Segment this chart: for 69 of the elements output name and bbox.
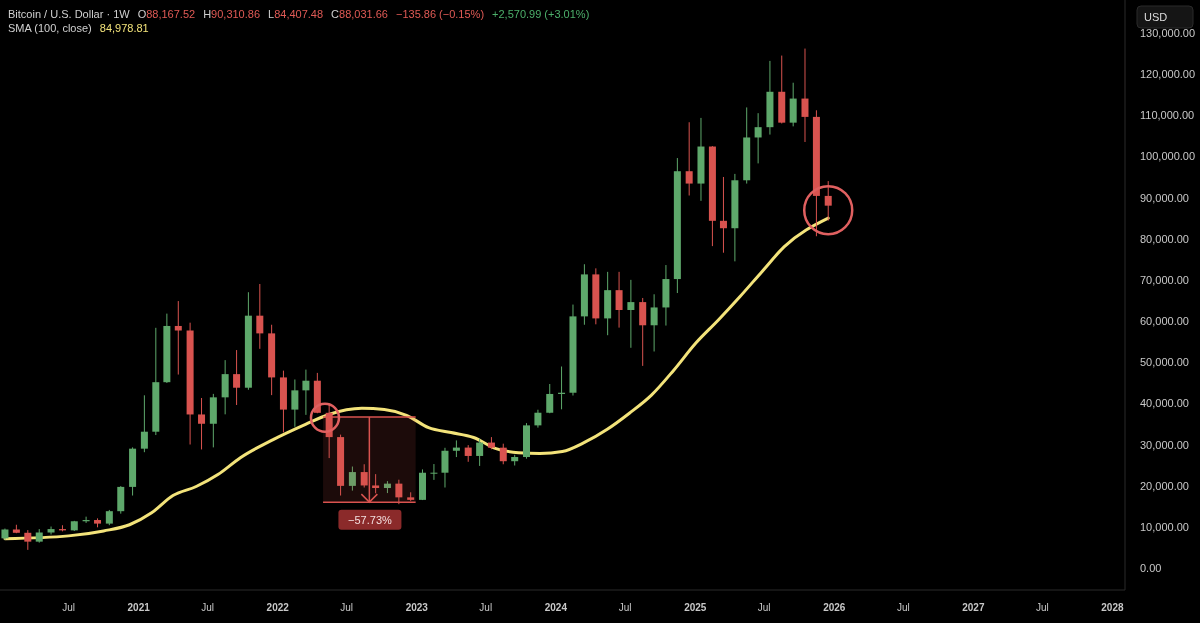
y-tick-label: 10,000.00: [1140, 520, 1189, 533]
annotation: −135.86 (−0.15%): [395, 8, 485, 20]
x-tick-label: 2022: [266, 602, 290, 613]
x-tick-label: 2028: [1101, 602, 1124, 613]
candlestick: [372, 473, 380, 494]
x-tick-label: 2025: [684, 602, 707, 613]
annotation: H90,310.86: [203, 8, 261, 20]
x-tick-label: Jul: [896, 602, 910, 613]
x-tick-label: Jul: [479, 602, 493, 613]
candlestick: [302, 369, 310, 416]
y-tick-label: 20,000.00: [1140, 479, 1189, 492]
y-tick-label: 70,000.00: [1140, 273, 1189, 286]
candlestick: [824, 180, 832, 222]
x-tick-label: Jul: [757, 602, 771, 613]
candlestick: [395, 479, 403, 505]
x-tick-label: 2023: [405, 602, 429, 613]
candlestick: [47, 526, 55, 536]
x-tick-label: Jul: [62, 602, 75, 613]
x-tick-label: 2026: [823, 602, 846, 613]
annotation: L84,407.48: [268, 8, 324, 20]
candlestick: [348, 466, 356, 492]
candlestick: [650, 293, 658, 352]
candlestick: [233, 349, 241, 406]
y-tick-label: 40,000.00: [1140, 397, 1189, 410]
candlestick: [476, 438, 484, 467]
annotation: O88,167.52: [137, 8, 196, 20]
y-tick-label: 60,000.00: [1140, 315, 1189, 328]
y-tick-label: 80,000.00: [1140, 232, 1189, 245]
annotation: −57.73%: [348, 513, 392, 526]
candlestick: [430, 463, 438, 481]
y-tick-label: 90,000.00: [1140, 191, 1189, 204]
y-tick-label: 110,000.00: [1140, 109, 1195, 122]
candlestick: [441, 447, 449, 489]
candlestick: [754, 112, 762, 164]
y-axis-title: USD: [1144, 11, 1168, 23]
candlestick: [546, 383, 554, 414]
y-tick-label: 120,000.00: [1140, 68, 1196, 81]
candlestick: [615, 271, 623, 329]
x-tick-label: Jul: [201, 602, 215, 613]
candlestick: [221, 359, 229, 415]
candlestick: [499, 443, 507, 465]
x-tick-label: 2027: [962, 602, 985, 613]
text: SMA (100, close): [8, 22, 92, 34]
y-tick-label: 0.00: [1140, 561, 1162, 574]
line-series: [3, 216, 830, 541]
candlestick: [627, 279, 635, 349]
y-tick-label: 130,000.00: [1140, 26, 1196, 39]
y-tick-label: 100,000.00: [1140, 150, 1196, 163]
annotation: C88,031.66: [331, 8, 388, 20]
x-tick-label: 2021: [127, 602, 151, 613]
y-tick-label: 30,000.00: [1140, 438, 1189, 451]
x-tick-label: Jul: [1035, 602, 1049, 613]
y-tick-label: 50,000.00: [1140, 356, 1189, 369]
candlestick: [639, 297, 647, 367]
candlestick: [291, 378, 299, 428]
x-tick-label: 2024: [544, 602, 568, 613]
candlestick: [256, 283, 264, 350]
candlestick: [24, 529, 32, 551]
candlestick: [719, 176, 727, 254]
text: Bitcoin / U.S. Dollar · 1W: [8, 8, 131, 20]
annotation: 84,978.81: [99, 22, 149, 34]
candlestick: [198, 397, 206, 450]
candlestick: [801, 48, 809, 143]
candlestick: [140, 394, 148, 453]
annotation: +2,570.99 (+3.01%): [492, 8, 590, 20]
x-tick-label: Jul: [618, 602, 632, 613]
x-tick-label: Jul: [340, 602, 354, 613]
candlestick: [360, 463, 368, 489]
candlestick: [685, 121, 693, 196]
